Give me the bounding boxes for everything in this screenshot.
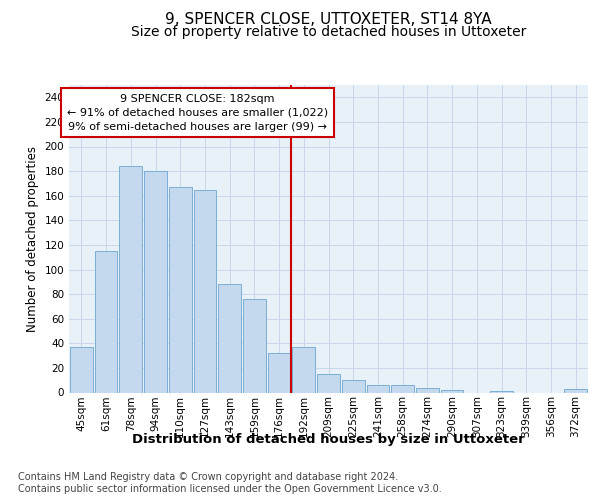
Bar xyxy=(218,284,241,393)
Bar xyxy=(144,171,167,392)
Bar xyxy=(95,251,118,392)
Bar xyxy=(169,187,191,392)
Text: 9, SPENCER CLOSE, UTTOXETER, ST14 8YA: 9, SPENCER CLOSE, UTTOXETER, ST14 8YA xyxy=(166,12,492,28)
Bar xyxy=(564,389,587,392)
Text: Size of property relative to detached houses in Uttoxeter: Size of property relative to detached ho… xyxy=(131,25,526,39)
Bar xyxy=(268,353,290,393)
Bar xyxy=(367,385,389,392)
Text: Contains HM Land Registry data © Crown copyright and database right 2024.
Contai: Contains HM Land Registry data © Crown c… xyxy=(18,472,442,494)
Bar xyxy=(70,347,93,393)
Bar xyxy=(441,390,463,392)
Text: Distribution of detached houses by size in Uttoxeter: Distribution of detached houses by size … xyxy=(133,432,525,446)
Bar xyxy=(391,385,414,392)
Bar xyxy=(119,166,142,392)
Y-axis label: Number of detached properties: Number of detached properties xyxy=(26,146,39,332)
Bar xyxy=(416,388,439,392)
Text: 9 SPENCER CLOSE: 182sqm
← 91% of detached houses are smaller (1,022)
9% of semi-: 9 SPENCER CLOSE: 182sqm ← 91% of detache… xyxy=(67,94,328,132)
Bar xyxy=(292,347,315,393)
Bar xyxy=(194,190,216,392)
Bar xyxy=(342,380,365,392)
Bar xyxy=(243,299,266,392)
Bar xyxy=(317,374,340,392)
